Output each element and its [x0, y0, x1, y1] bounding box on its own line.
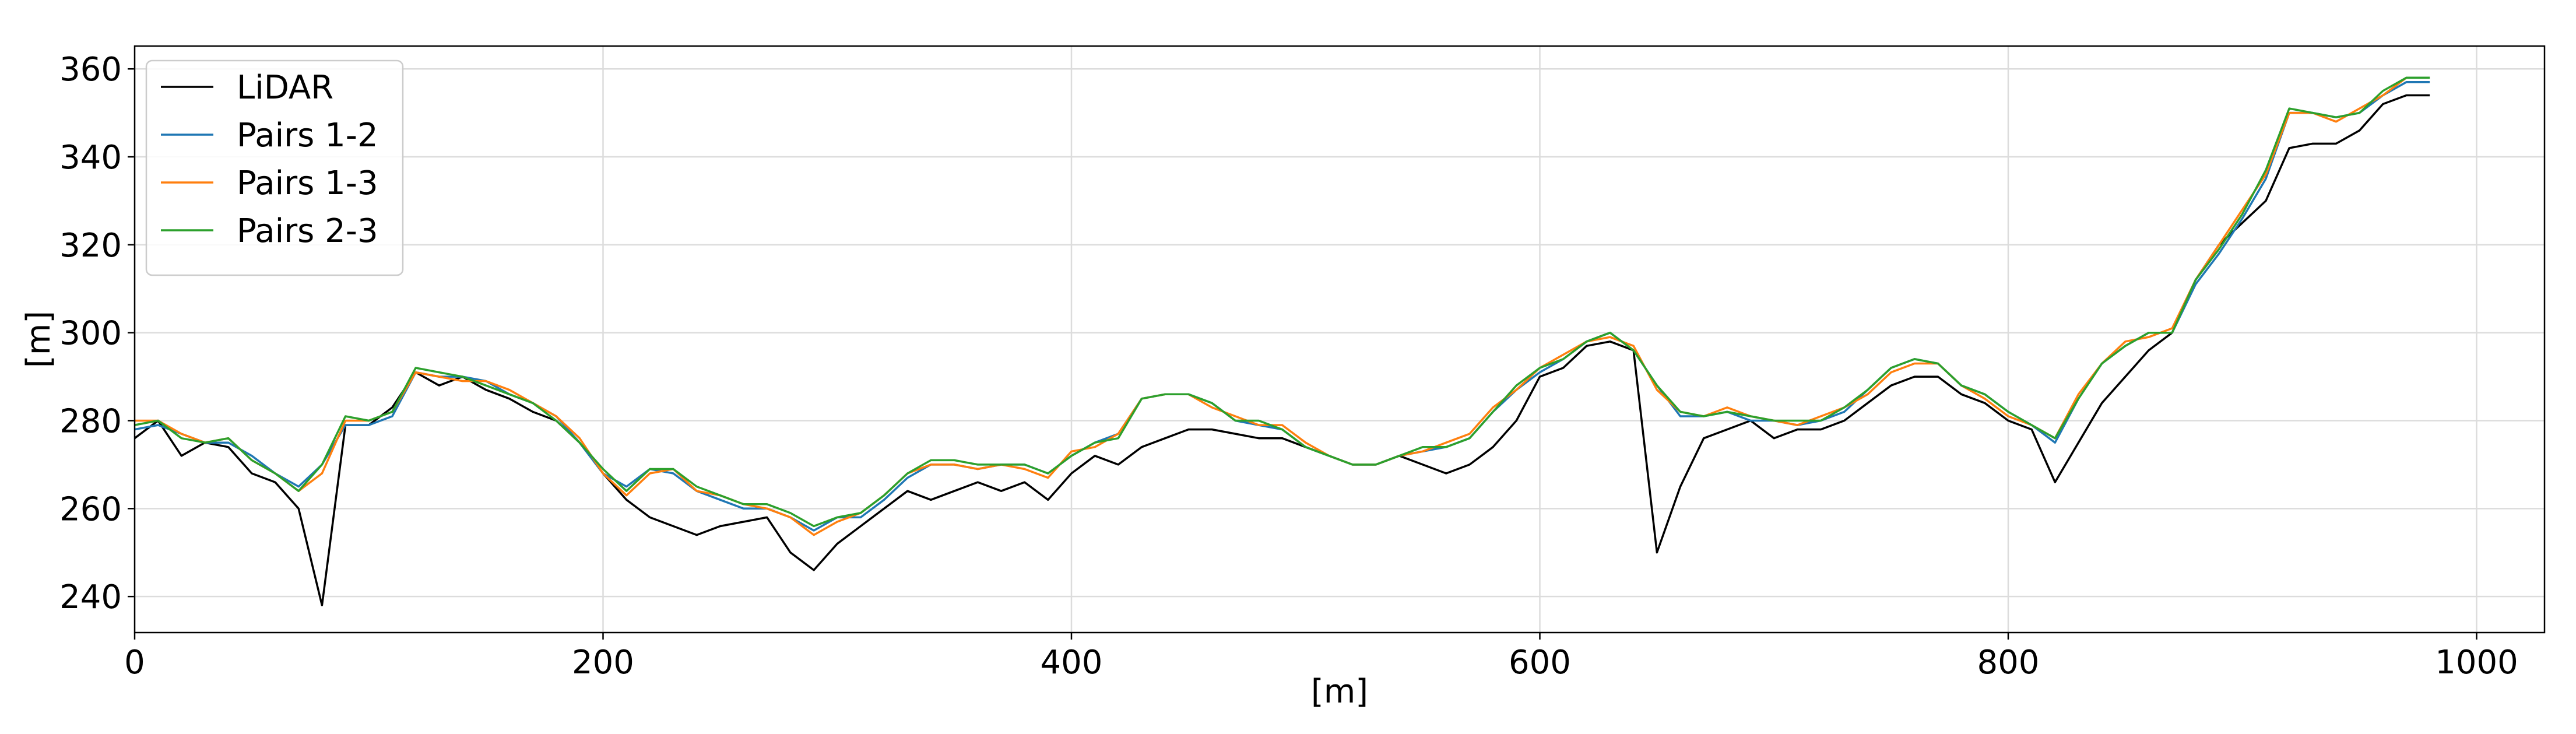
y-tick-label: 280 [59, 403, 122, 441]
x-tick-label: 600 [1509, 644, 1571, 682]
x-tick-label: 200 [572, 644, 634, 682]
data-line [133, 94, 2430, 606]
y-tick-label: 320 [59, 227, 122, 265]
x-tick-label: 0 [124, 644, 145, 682]
plot-frame [133, 45, 2546, 634]
y-tick-label: 360 [59, 51, 122, 89]
data-line [134, 81, 2430, 532]
legend-frame [145, 59, 404, 276]
legend-label: Pairs 1-2 [237, 117, 378, 154]
x-tick-label: 800 [1977, 644, 2040, 682]
data-line [135, 76, 2430, 536]
y-tick-label: 300 [59, 315, 122, 353]
legend-label: Pairs 1-3 [237, 164, 378, 202]
y-tick-label: 340 [59, 139, 122, 177]
legend: LiDAR Pairs 1-2 Pairs 1-3 Pairs 2-3 [145, 59, 404, 276]
data-line [134, 76, 2430, 528]
x-tick-label: 1000 [2435, 644, 2518, 682]
legend-label: LiDAR [237, 69, 333, 107]
y-tick-label: 260 [59, 490, 122, 528]
y-tick-label: 240 [59, 578, 122, 616]
y-axis-label: [m] [20, 311, 58, 368]
x-tick-label: 400 [1041, 644, 1103, 682]
legend-label: Pairs 2-3 [237, 212, 378, 250]
x-axis-label: [m] [1311, 673, 1368, 711]
